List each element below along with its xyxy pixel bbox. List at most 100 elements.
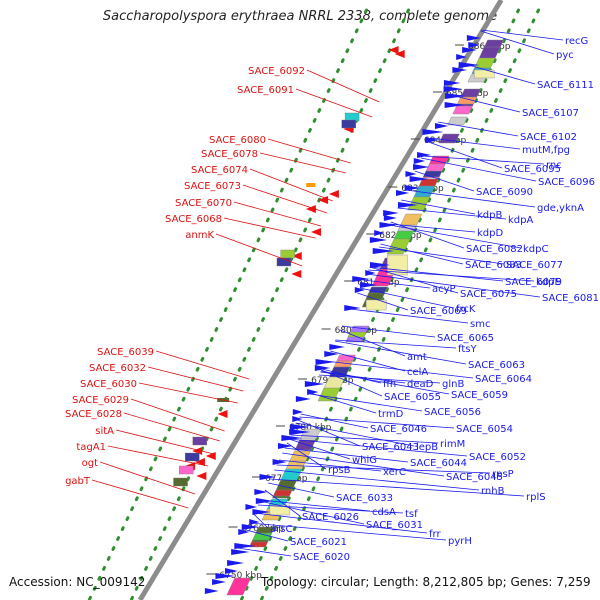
- reverse-gene-leader-line: [295, 88, 373, 118]
- reverse-gene-block: [280, 249, 295, 259]
- forward-gene-leader-line: [389, 224, 522, 249]
- forward-gene-label: SACE_6033: [336, 493, 393, 504]
- forward-gene-arrow: [452, 67, 468, 73]
- forward-gene-arrow: [307, 389, 319, 395]
- forward-gene-label: SACE_6064: [475, 374, 532, 385]
- forward-gene-label: deaD: [407, 379, 434, 390]
- reverse-gene-label: SACE_6028: [65, 409, 122, 420]
- reverse-gene-label: SACE_6032: [89, 363, 146, 374]
- reverse-gene-label: anmK: [185, 230, 214, 241]
- forward-gene-leader-line: [380, 243, 464, 265]
- cog-colored-gene-block: [272, 489, 293, 497]
- forward-gene-leader-line: [282, 452, 445, 477]
- forward-gene-label: SACE_6079: [505, 277, 562, 288]
- reverse-gene-arrow: [305, 205, 316, 213]
- cog-colored-gene-block: [474, 57, 496, 69]
- forward-gene-leader-line: [249, 522, 447, 541]
- forward-gene-arrow: [290, 424, 310, 430]
- forward-gene-label: SACE_6107: [522, 108, 579, 119]
- forward-gene-arrow: [224, 568, 238, 574]
- forward-gene-label: kdpD: [477, 228, 503, 239]
- forward-gene-leader-line: [320, 370, 450, 395]
- forward-gene-leader-line: [254, 512, 428, 534]
- cog-colored-gene-block: [269, 504, 291, 516]
- forward-gene-label: SACE_6026: [302, 512, 359, 523]
- forward-gene-leader-line: [363, 279, 431, 289]
- reverse-gene-block: [178, 465, 194, 475]
- forward-gene-leader-line: [264, 489, 301, 517]
- gc-dotted-track-4: [259, 8, 540, 600]
- forward-gene-leader-line: [296, 422, 415, 447]
- reverse-gene-arrow: [217, 410, 228, 418]
- forward-gene-leader-line: [310, 392, 377, 414]
- forward-gene-label: SACE_6077: [506, 260, 563, 271]
- forward-gene-arrow: [259, 474, 276, 480]
- forward-gene-label: SACE_6056: [424, 407, 481, 418]
- forward-gene-arrow: [204, 588, 219, 594]
- forward-gene-arrow: [255, 498, 274, 504]
- forward-gene-arrow: [304, 381, 325, 387]
- forward-gene-arrow: [344, 305, 361, 311]
- forward-gene-leader-line: [286, 442, 327, 470]
- forward-gene-arrow: [272, 459, 287, 465]
- genome-title: Saccharopolyspora erythraea NRRL 2338, c…: [102, 9, 498, 24]
- forward-gene-label: pyc: [556, 50, 574, 61]
- forward-gene-label: ffh: [383, 379, 396, 390]
- reverse-gene-label: tagA1: [76, 442, 106, 453]
- forward-gene-arrow: [254, 489, 268, 495]
- cog-colored-gene-block: [365, 299, 387, 311]
- forward-gene-arrow: [292, 409, 304, 415]
- forward-gene-leader-line: [389, 223, 476, 233]
- reverse-gene-leader-line: [115, 429, 214, 455]
- forward-gene-arrow: [315, 359, 335, 365]
- reverse-gene-block: [185, 452, 200, 462]
- forward-gene-leader-line: [330, 350, 406, 372]
- forward-gene-label: SACE_6081: [542, 293, 599, 304]
- reverse-gene-leader-line: [215, 233, 303, 267]
- accession-text: Accession: NC_009142: [9, 575, 146, 589]
- forward-gene-arrow: [212, 579, 226, 585]
- forward-gene-arrow: [231, 549, 250, 555]
- forward-gene-leader-line: [274, 469, 480, 491]
- forward-gene-label: glnB: [442, 379, 464, 390]
- reverse-gene-label: SACE_6068: [165, 214, 222, 225]
- reverse-gene-arrow: [194, 458, 205, 466]
- forward-gene-leader-line: [430, 137, 521, 150]
- reverse-gene-arrow: [328, 190, 339, 198]
- reverse-gene-block: [341, 119, 356, 129]
- forward-gene-arrow: [405, 171, 417, 177]
- forward-gene-leader-line: [390, 221, 465, 249]
- forward-gene-arrow: [404, 185, 420, 191]
- forward-gene-arrow: [434, 123, 449, 129]
- forward-gene-leader-line: [325, 360, 474, 379]
- forward-gene-label: SACE_6020: [293, 552, 350, 563]
- cog-colored-gene-block: [336, 354, 356, 362]
- forward-gene-label: trmD: [378, 409, 404, 420]
- reverse-gene-arrow: [388, 46, 399, 54]
- forward-gene-label: SACE_6045: [446, 472, 503, 483]
- forward-gene-label: frr: [429, 529, 441, 540]
- forward-gene-arrow: [277, 443, 293, 449]
- forward-gene-arrow: [360, 282, 378, 288]
- forward-gene-leader-line: [245, 529, 289, 542]
- forward-gene-leader-line: [465, 63, 536, 85]
- kbp-tick-label: 6750 kbp: [219, 571, 262, 581]
- forward-gene-arrow: [281, 435, 303, 441]
- forward-gene-label: SACE_6055: [384, 392, 441, 403]
- forward-gene-arrow: [379, 222, 397, 228]
- cog-colored-gene-block: [226, 577, 252, 596]
- forward-gene-label: rplS: [526, 492, 546, 503]
- gc-dotted-track-2: [129, 8, 410, 600]
- forward-gene-leader-line: [309, 393, 423, 412]
- cog-colored-gene-block: [347, 331, 367, 338]
- forward-gene-label: SACE_6054: [456, 424, 513, 435]
- reverse-gene-label: SACE_6091: [237, 85, 294, 96]
- forward-gene-arrow: [444, 102, 465, 108]
- reverse-gene-leader-line: [107, 445, 209, 467]
- forward-gene-label: arsC: [270, 524, 292, 535]
- forward-gene-leader-line: [288, 438, 468, 457]
- forward-gene-label: SACE_6059: [451, 390, 508, 401]
- forward-gene-label: tsf: [405, 509, 418, 520]
- forward-gene-leader-line: [405, 189, 536, 208]
- forward-gene-label: SACE_6102: [520, 132, 577, 143]
